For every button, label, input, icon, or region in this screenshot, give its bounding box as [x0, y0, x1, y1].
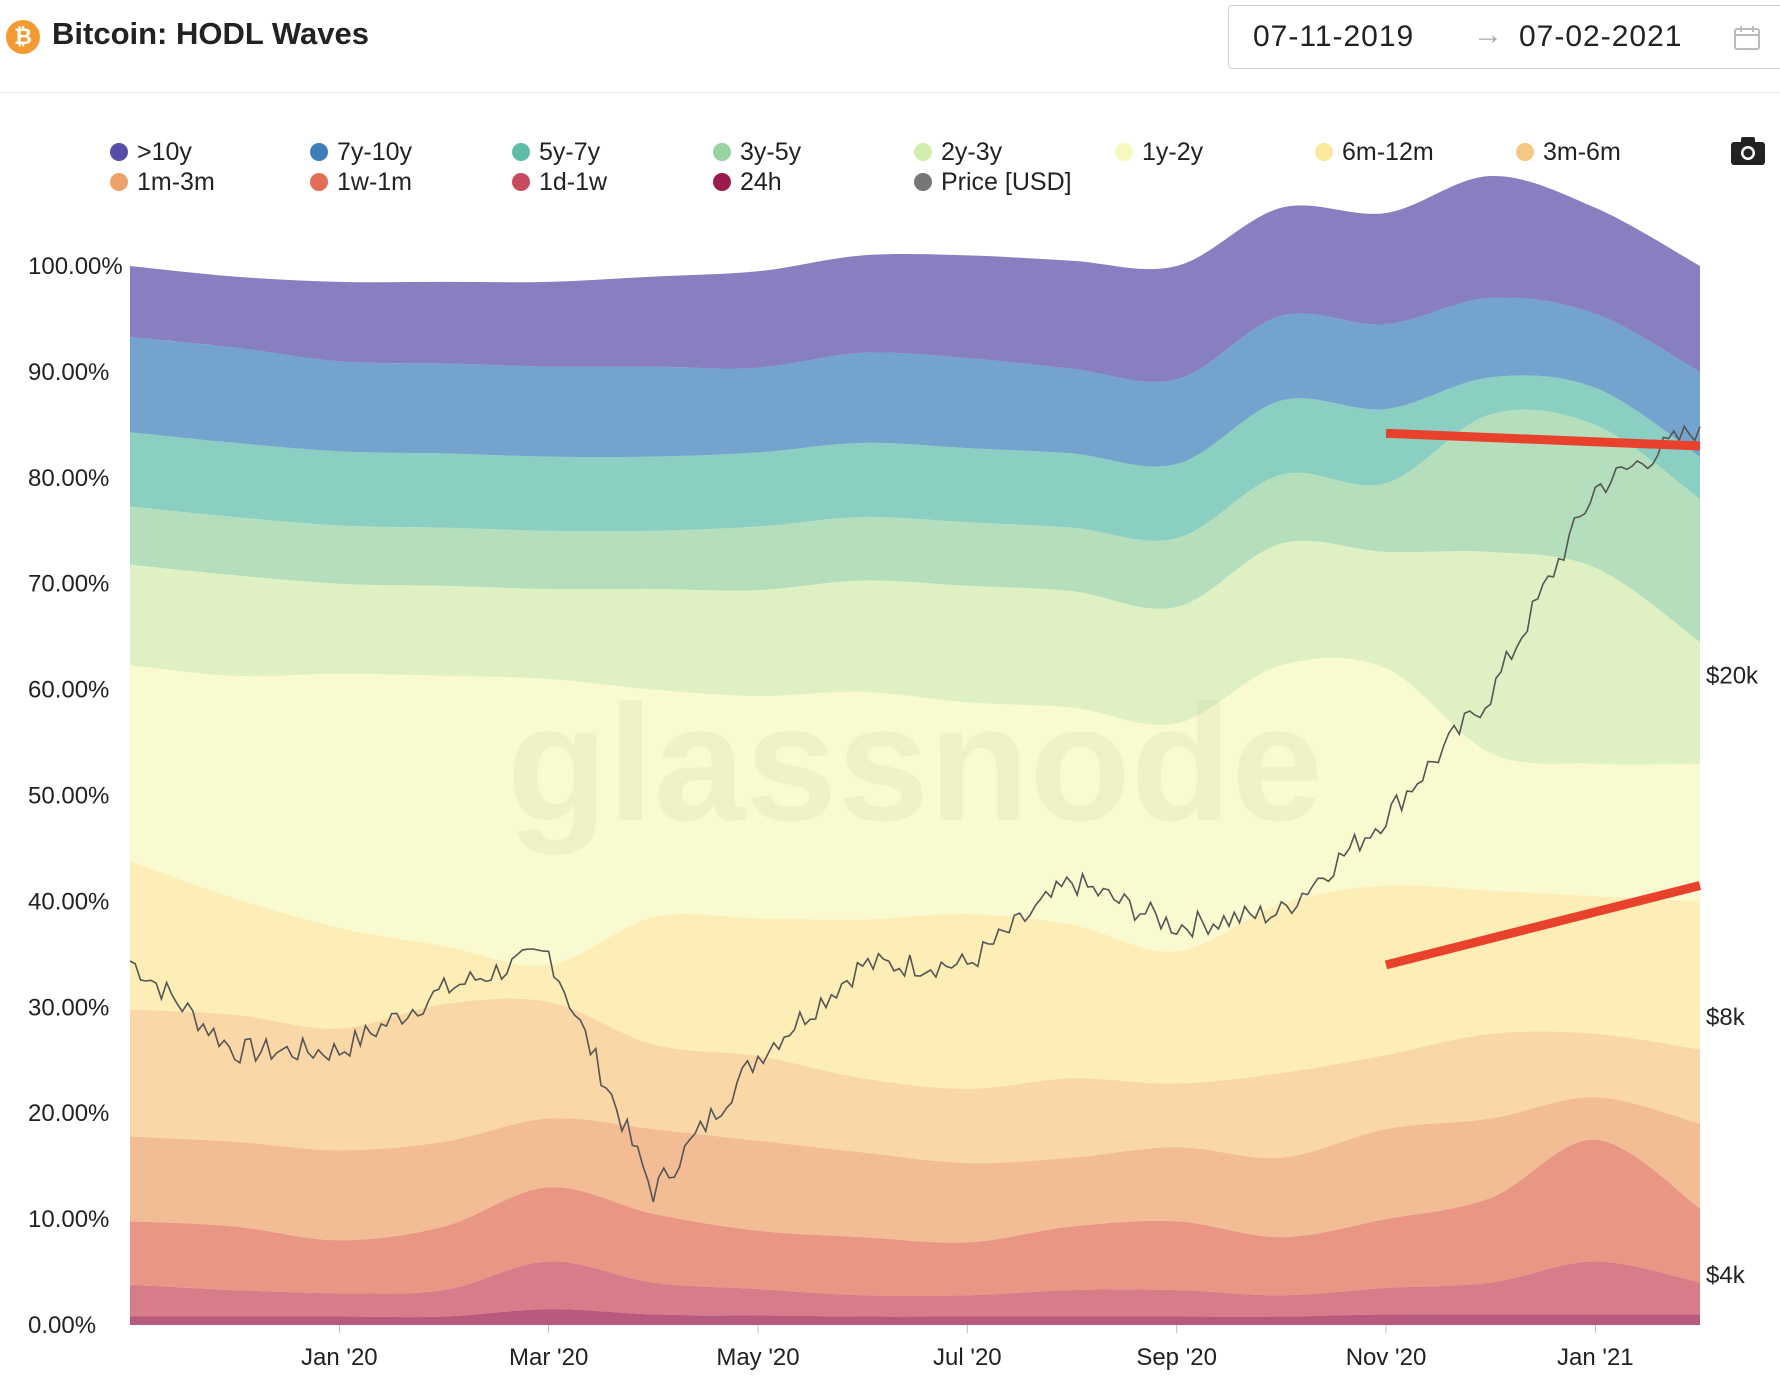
legend-dot: [914, 143, 932, 161]
legend-dot: [1516, 143, 1534, 161]
area-band: [130, 540, 1700, 765]
price-tick-label: $4k: [1706, 1262, 1746, 1289]
area-band: [130, 998, 1700, 1164]
legend-label: 6m-12m: [1342, 138, 1434, 166]
legend-label: Price [USD]: [941, 168, 1072, 196]
y-tick-label: 40.00%: [28, 888, 109, 915]
x-tick-label: Mar '20: [509, 1344, 588, 1371]
area-band: [130, 175, 1700, 382]
y-tick-label: 50.00%: [28, 783, 109, 810]
area-band: [130, 375, 1700, 541]
legend-dot: [713, 143, 731, 161]
legend-label: 3y-5y: [740, 138, 802, 166]
legend-item[interactable]: 6m-12m: [1315, 138, 1434, 167]
legend-dot: [1315, 143, 1333, 161]
area-band: [130, 297, 1700, 467]
annotation-line: [1385, 428, 1701, 451]
legend-dot: [310, 143, 328, 161]
legend-dot: [1115, 143, 1133, 161]
legend-label: 24h: [740, 168, 782, 196]
legend-item[interactable]: 3y-5y: [713, 138, 801, 167]
x-tick-label: May '20: [716, 1344, 799, 1371]
chart-header: ₿ Bitcoin: HODL Waves 07-11-2019 → 07-02…: [0, 0, 1780, 93]
legend-item[interactable]: 2y-3y: [914, 138, 1002, 167]
legend-item[interactable]: 3m-6m: [1516, 138, 1621, 167]
legend-item[interactable]: 5y-7y: [512, 138, 600, 167]
legend-label: 5y-7y: [539, 138, 601, 166]
x-tick-label: Sep '20: [1136, 1344, 1217, 1371]
legend-item[interactable]: Price [USD]: [914, 168, 1072, 197]
area-band: [130, 657, 1700, 966]
y-tick-label: 100.00%: [28, 253, 123, 280]
legend-dot: [512, 143, 530, 161]
annotation-line: [1384, 881, 1702, 970]
arrow-right-icon: →: [1473, 18, 1503, 51]
legend-dot: [512, 173, 530, 191]
y-tick-label: 30.00%: [28, 994, 109, 1021]
legend-item[interactable]: 1w-1m: [310, 168, 412, 197]
legend-dot: [110, 143, 128, 161]
area-band: [130, 409, 1700, 642]
legend-item[interactable]: 1y-2y: [1115, 138, 1203, 167]
legend-dot: [914, 173, 932, 191]
legend-item[interactable]: 24h: [713, 168, 782, 197]
camera-icon[interactable]: [1730, 136, 1766, 166]
legend-dot: [110, 173, 128, 191]
date-from-input[interactable]: 07-11-2019: [1253, 20, 1415, 53]
y-tick-label: 0.00%: [28, 1312, 96, 1339]
y-tick-label: 20.00%: [28, 1100, 109, 1127]
price-tick-label: $8k: [1706, 1004, 1746, 1031]
x-tick-label: Jan '21: [1557, 1344, 1634, 1371]
calendar-icon[interactable]: [1733, 24, 1761, 52]
legend-label: 7y-10y: [337, 138, 413, 166]
y-tick-label: 70.00%: [28, 571, 109, 598]
legend-label: 2y-3y: [941, 138, 1003, 166]
y-tick-label: 60.00%: [28, 677, 109, 704]
legend-item[interactable]: 7y-10y: [310, 138, 412, 167]
y-tick-label: 80.00%: [28, 465, 109, 492]
x-tick-label: Jul '20: [933, 1344, 1002, 1371]
date-to-input[interactable]: 07-02-2021: [1519, 20, 1683, 53]
date-range-picker[interactable]: 07-11-2019 → 07-02-2021: [1228, 5, 1780, 69]
area-band: [130, 1261, 1700, 1318]
price-tick-label: $20k: [1706, 662, 1759, 689]
legend-label: 1d-1w: [539, 168, 608, 196]
chart-legend: >10y 7y-10y 5y-7y 3y-5y 2y-3y 1y-2y 6m-12m 3m-6…: [110, 138, 1710, 202]
y-tick-label: 90.00%: [28, 359, 109, 386]
price-line: [129, 424, 1701, 1203]
x-tick-label: Nov '20: [1346, 1344, 1427, 1371]
legend-dot: [713, 173, 731, 191]
legend-item[interactable]: 1d-1w: [512, 168, 607, 197]
legend-label: 3m-6m: [1543, 138, 1621, 166]
legend-label: >10y: [137, 138, 192, 166]
bitcoin-icon: ₿: [6, 20, 40, 54]
legend-item[interactable]: >10y: [110, 138, 192, 167]
watermark: glassnode: [507, 671, 1323, 855]
legend-label: 1y-2y: [1142, 138, 1204, 166]
legend-item[interactable]: 1m-3m: [110, 168, 215, 197]
legend-dot: [310, 173, 328, 191]
area-band: [130, 1309, 1700, 1325]
area-band: [130, 1097, 1700, 1243]
area-band: [130, 1139, 1700, 1297]
y-tick-label: 10.00%: [28, 1206, 109, 1233]
legend-label: 1m-3m: [137, 168, 215, 196]
x-tick-label: Jan '20: [301, 1344, 378, 1371]
legend-label: 1w-1m: [337, 168, 413, 196]
chart-title: Bitcoin: HODL Waves: [52, 16, 369, 51]
